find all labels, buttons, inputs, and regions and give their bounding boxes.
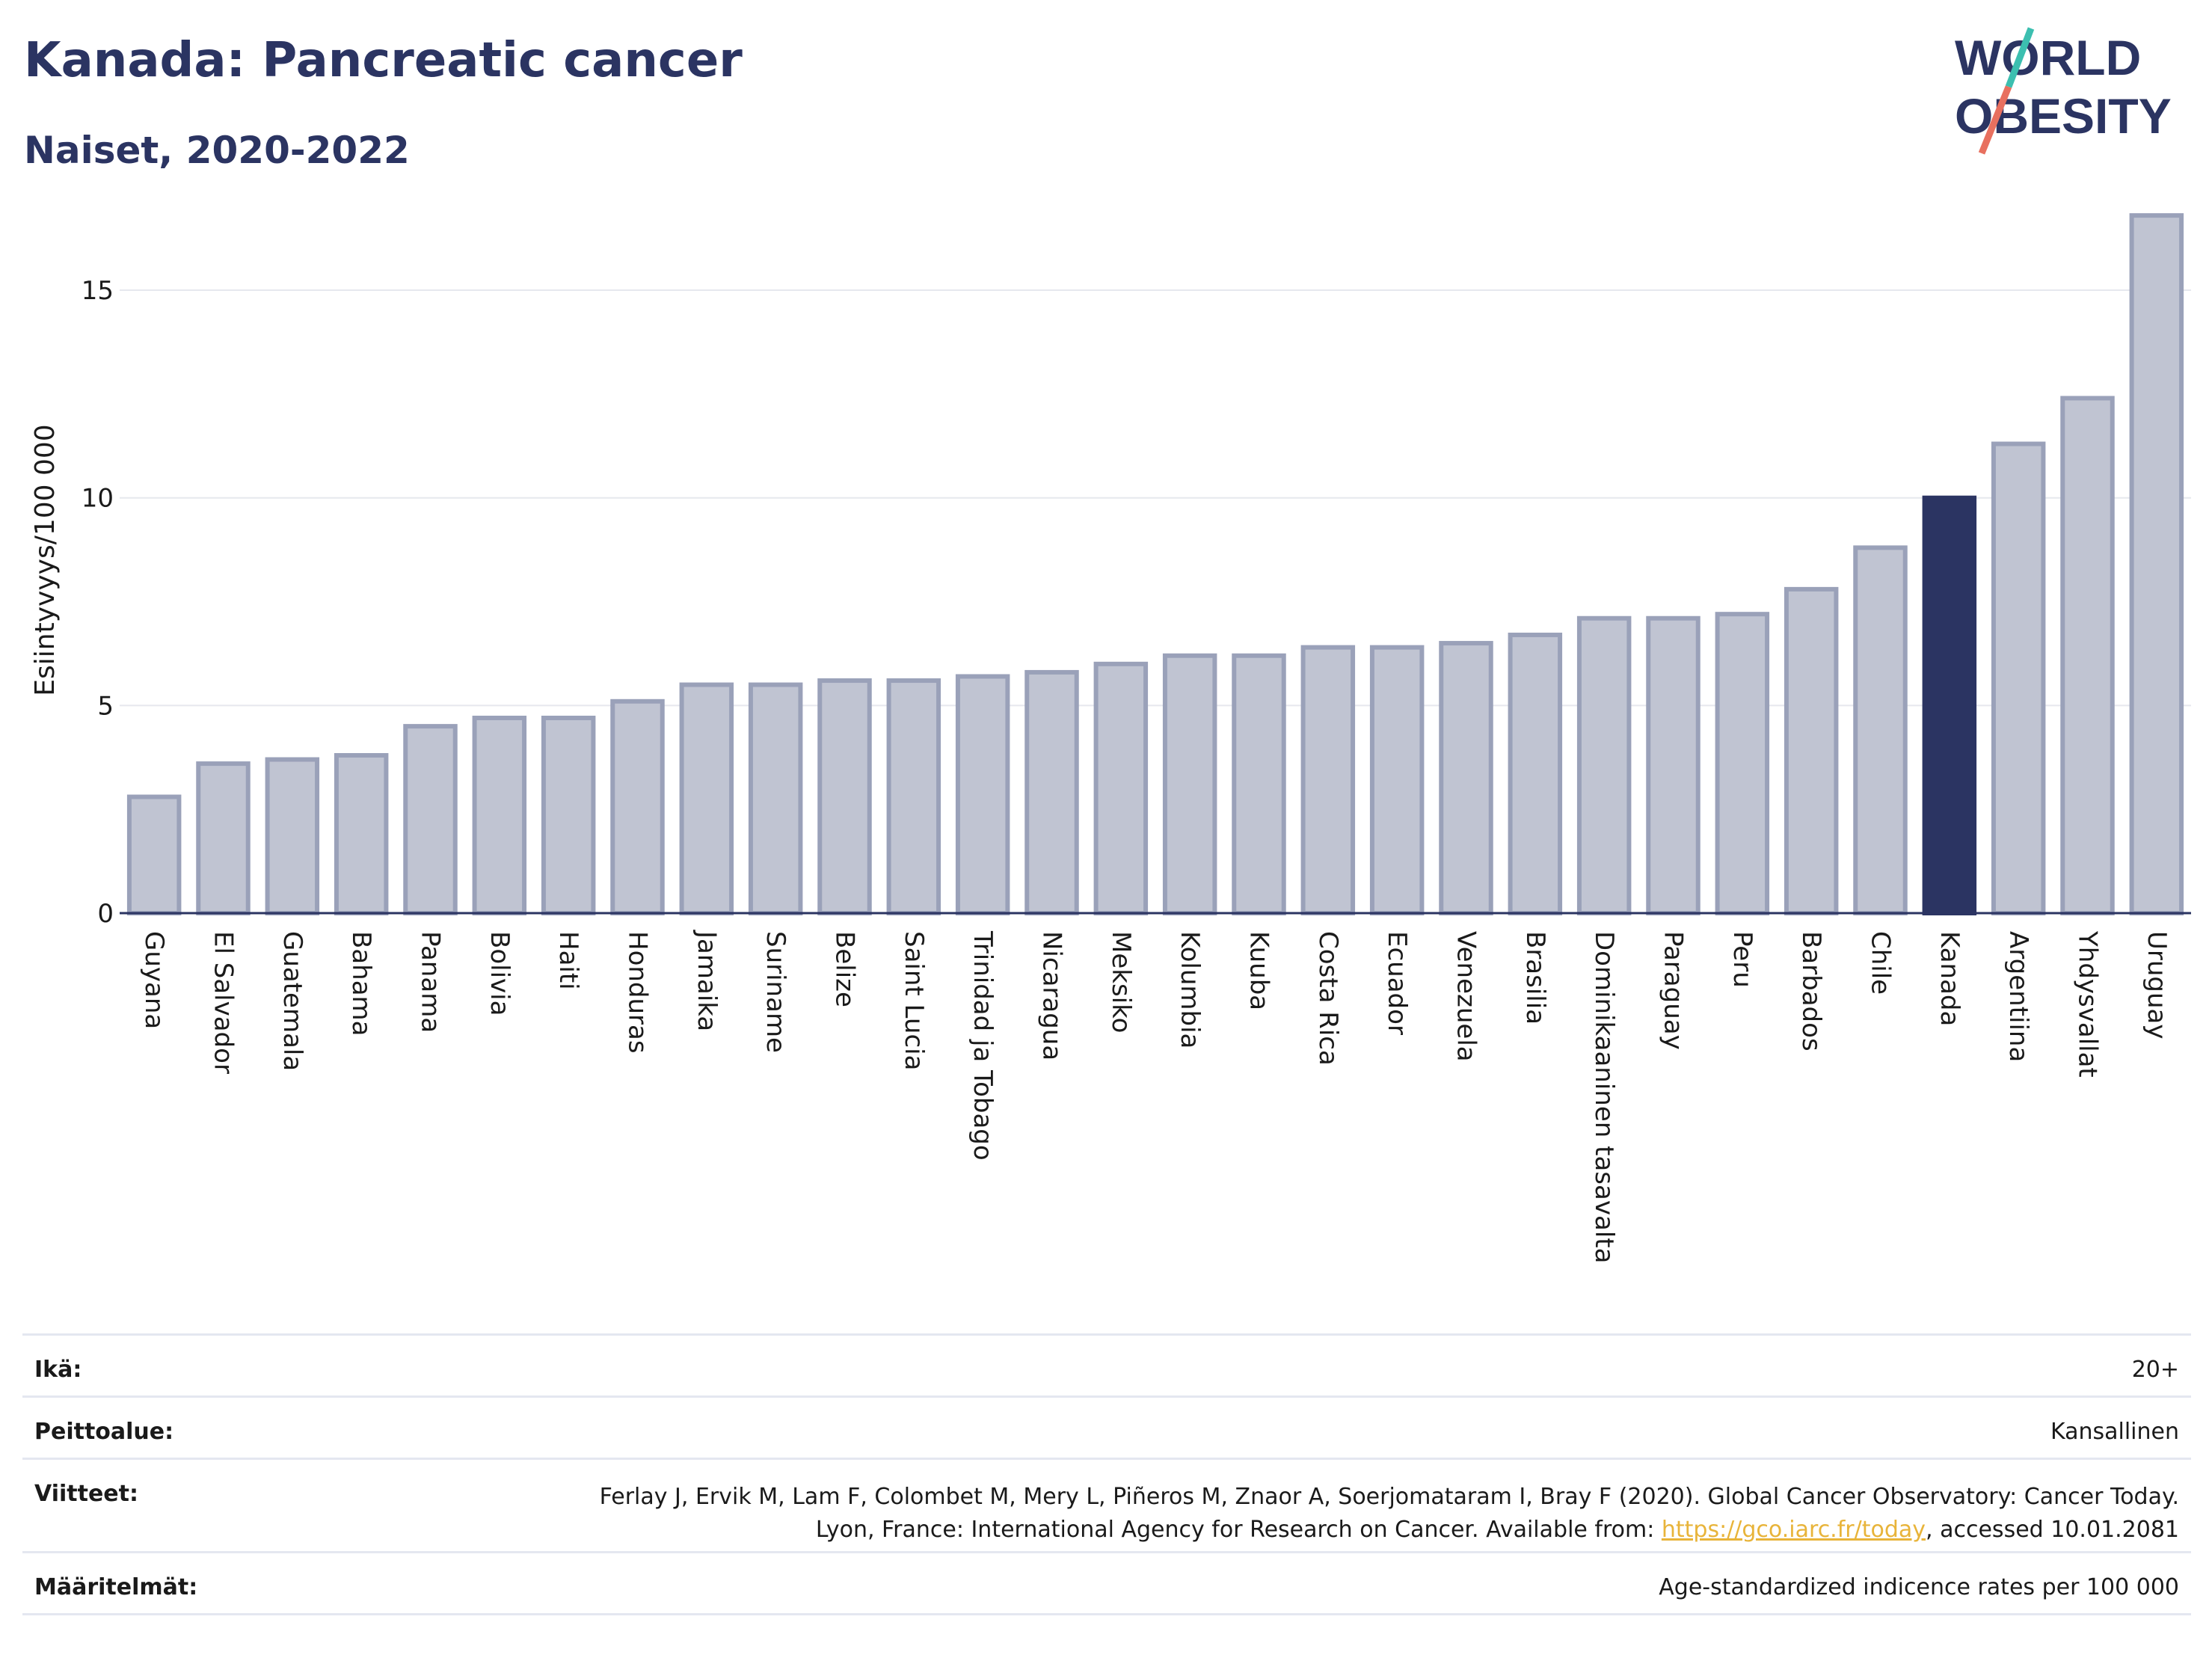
x-tick-label: Kuuba	[1244, 931, 1274, 1010]
y-axis-label: Esiintyvyys/100 000	[30, 424, 61, 696]
bar-barbados	[1784, 586, 1839, 916]
x-tick-label: Bolivia	[485, 931, 514, 1016]
x-tick-labels: Guyana El Salvador Guatemala Bahama Panama Bo…	[139, 930, 2172, 1263]
x-tick-label: Meksiko	[1106, 931, 1136, 1033]
meta-references-label: Viitteet:	[34, 1481, 138, 1507]
meta-age-label: Ikä:	[34, 1357, 82, 1383]
bar-nicaragua	[1024, 669, 1079, 915]
bar-argentiina	[1991, 441, 2046, 915]
meta-references-text: Ferlay J, Ervik M, Lam F, Colombet M, Me…	[571, 1481, 2179, 1547]
x-tick-label: Barbados	[1796, 931, 1826, 1051]
x-tick-label: Dominikaaninen tasavalta	[1589, 931, 1619, 1263]
x-tick-label: Chile	[1866, 931, 1896, 995]
x-tick-label: Uruguay	[2142, 931, 2172, 1040]
bar-chart: 0 5 10 15 Guyana El Salvador Guatemala Bahama P…	[30, 213, 2191, 1263]
bar-saint-lucia	[886, 678, 941, 915]
x-tick-label: Guyana	[139, 931, 169, 1029]
x-tick-label: Peru	[1727, 931, 1757, 988]
y-tick-label: 5	[97, 691, 114, 721]
x-tick-label: Guatemala	[277, 931, 307, 1071]
bars	[126, 213, 2184, 916]
meta-age-value: 20+	[2131, 1357, 2179, 1383]
y-tick-labels: 0 5 10 15	[82, 276, 114, 929]
bar-panama	[403, 724, 458, 916]
chart-subtitle: Naiset, 2020-2022	[24, 129, 410, 172]
meta-coverage-value: Kansallinen	[2050, 1419, 2179, 1445]
x-tick-label: Jamaika	[692, 930, 722, 1031]
bar-el-salvador	[196, 761, 251, 915]
bar-haiti	[541, 716, 596, 915]
x-tick-label: Suriname	[761, 931, 790, 1053]
bar-belize	[817, 678, 872, 915]
x-tick-label: Ecuador	[1382, 931, 1412, 1035]
bar-honduras	[610, 698, 665, 915]
x-tick-label: Venezuela	[1451, 931, 1481, 1062]
bar-kanada	[1922, 495, 1977, 915]
references-link[interactable]: https://gco.iarc.fr/today	[1661, 1517, 1926, 1543]
meta-row-definitions: Määritelmät: Age-standardized indicence …	[22, 1553, 2191, 1615]
x-tick-label: Yhdysvallat	[2073, 930, 2103, 1078]
logo-text-world: WORLD	[1955, 30, 2141, 85]
meta-row-age: Ikä: 20+	[22, 1336, 2191, 1398]
x-tick-label: Saint Lucia	[899, 931, 929, 1070]
bar-costa-rica	[1300, 645, 1356, 915]
y-tick-label: 10	[82, 484, 114, 514]
bar-yhdysvallat	[2060, 396, 2115, 915]
bar-guatemala	[265, 757, 320, 916]
bar-suriname	[748, 682, 803, 916]
bar-peru	[1715, 612, 1770, 915]
meta-row-references: Viitteet: Ferlay J, Ervik M, Lam F, Colo…	[22, 1460, 2191, 1553]
x-tick-label: Bahama	[346, 931, 376, 1037]
logo-slash-red	[1978, 85, 2012, 155]
metadata-table: Ikä: 20+ Peittoalue: Kansallinen Viittee…	[22, 1333, 2191, 1615]
bar-jamaika	[679, 682, 734, 916]
bar-brasilia	[1508, 632, 1563, 915]
meta-definitions-label: Määritelmät:	[34, 1574, 198, 1600]
bar-kuuba	[1232, 653, 1286, 915]
y-tick-label: 0	[97, 899, 114, 929]
x-tick-label: Brasilia	[1520, 931, 1550, 1025]
meta-coverage-label: Peittoalue:	[34, 1419, 174, 1445]
bar-guyana	[126, 794, 182, 916]
bar-venezuela	[1439, 641, 1493, 915]
bar-meksiko	[1093, 661, 1149, 916]
bar-paraguay	[1646, 615, 1701, 915]
x-tick-label: Costa Rica	[1313, 931, 1343, 1066]
x-tick-label: Kolumbia	[1175, 931, 1205, 1048]
meta-references-part2: , accessed 10.01.2081	[1926, 1517, 2179, 1543]
meta-definitions-value: Age-standardized indicence rates per 100…	[1659, 1574, 2179, 1600]
y-tick-label: 15	[82, 276, 114, 306]
meta-references-part1: Ferlay J, Ervik M, Lam F, Colombet M, Me…	[599, 1484, 2179, 1543]
logo-slash-teal	[2005, 27, 2035, 88]
bar-bolivia	[472, 716, 527, 915]
x-tick-label: Kanada	[1935, 931, 1964, 1026]
x-tick-label: Argentiina	[2003, 931, 2033, 1062]
x-tick-label: Trinidad ja Tobago	[968, 930, 998, 1161]
x-tick-label: Haiti	[553, 931, 583, 990]
bar-bahama	[334, 752, 389, 915]
bar-uruguay	[2129, 213, 2184, 915]
bar-chile	[1853, 545, 1908, 915]
x-tick-label: Nicaragua	[1037, 931, 1067, 1060]
x-tick-label: Belize	[830, 931, 860, 1007]
x-tick-label: Honduras	[623, 931, 653, 1054]
x-tick-label: Paraguay	[1659, 931, 1689, 1050]
bar-dominikaaninen-tasavalta	[1576, 615, 1632, 915]
bar-ecuador	[1369, 645, 1425, 915]
bar-trinidad-ja-tobago	[955, 674, 1010, 915]
bar-kolumbia	[1162, 653, 1217, 915]
chart-title: Kanada: Pancreatic cancer	[24, 33, 743, 88]
world-obesity-logo: WORLD OBESITY	[1955, 27, 2172, 155]
x-tick-label: Panama	[416, 931, 446, 1033]
meta-row-coverage: Peittoalue: Kansallinen	[22, 1398, 2191, 1460]
x-tick-label: El Salvador	[209, 931, 239, 1074]
